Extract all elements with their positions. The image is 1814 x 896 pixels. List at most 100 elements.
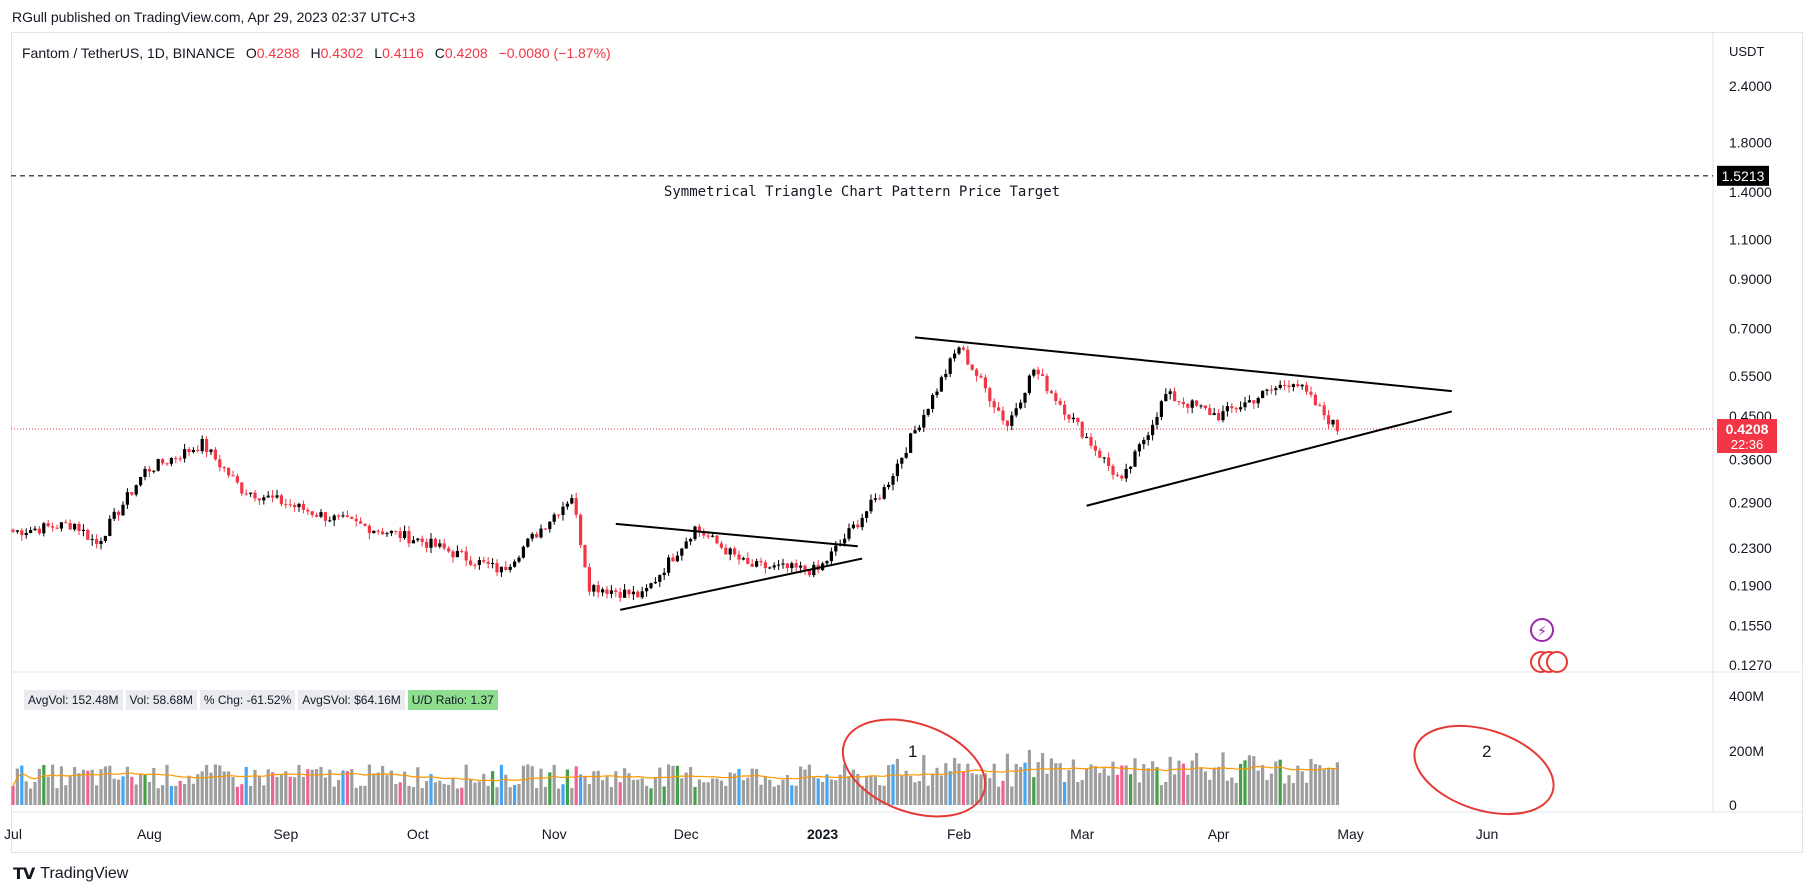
candle-body [869, 499, 873, 512]
candle-body [279, 495, 283, 505]
candle-body [1305, 384, 1309, 392]
candle-body [1212, 413, 1216, 415]
volume-bar [1058, 763, 1062, 805]
x-tick-label: Apr [1208, 826, 1230, 842]
candle-body [684, 541, 688, 549]
volume-bar [543, 786, 547, 805]
volume-bar [574, 766, 578, 805]
volume-bar [1190, 760, 1194, 805]
candle-body [139, 477, 143, 486]
volume-bar [218, 765, 222, 805]
candle-body [636, 591, 640, 598]
candle-body [152, 470, 156, 472]
candle-body [1115, 474, 1119, 476]
candle-body [812, 564, 816, 576]
candle-body [794, 563, 798, 568]
candle-body [64, 522, 68, 524]
volume-bar [1305, 782, 1309, 805]
x-tick-label: Aug [137, 826, 162, 842]
y-tick-label: 0.7000 [1729, 321, 1772, 337]
volume-bar [737, 768, 741, 805]
volume-bar [715, 778, 719, 805]
candle-body [961, 347, 965, 350]
candle-body [235, 476, 239, 483]
volume-bar [508, 787, 512, 805]
candle-body [1313, 394, 1317, 406]
candle-body [992, 401, 996, 408]
candle-body [20, 530, 24, 536]
candle-body [90, 539, 94, 541]
candle-body [323, 512, 327, 521]
volume-bar [684, 772, 688, 805]
candle-body [719, 543, 723, 548]
candle-body [1243, 402, 1247, 408]
volume-bar [389, 770, 393, 805]
volume-bar [297, 764, 301, 805]
volume-bar [403, 771, 407, 805]
candle-body [337, 515, 341, 517]
volume-bar [455, 788, 459, 805]
candle-body [530, 533, 534, 539]
candle-body [156, 459, 160, 471]
candle-body [482, 560, 486, 562]
y-tick-label: 0.5500 [1729, 368, 1772, 384]
volume-bar [169, 786, 173, 805]
candle-body [1151, 424, 1155, 436]
volume-indicator-legend[interactable]: AvgVol: 152.48M Vol: 58.68M% Chg: -61.52%… [24, 690, 498, 710]
volume-bar [240, 784, 244, 805]
volume-bar [271, 772, 275, 805]
candle-body [561, 506, 565, 515]
candle-body [873, 498, 877, 500]
candle-body [605, 589, 609, 594]
candle-body [847, 528, 851, 539]
volume-bar [306, 769, 310, 805]
volume-bar [68, 776, 72, 805]
volume-bar [253, 769, 257, 805]
volume-bar [671, 765, 675, 805]
volume-bar [275, 776, 279, 805]
triangle2-upper-line [914, 336, 1452, 393]
chart-frame[interactable] [11, 32, 1803, 853]
volume-bar [948, 771, 952, 805]
candle-body [1085, 437, 1089, 439]
candle-body [697, 526, 701, 532]
volume-bar [957, 763, 961, 805]
candle-body [601, 589, 605, 593]
volume-bar [315, 769, 319, 805]
candle-body [1027, 375, 1031, 393]
volume-bar [1230, 777, 1234, 805]
volume-bar [196, 774, 200, 805]
candle-body [297, 503, 301, 508]
tradingview-brand[interactable]: 𝗧𝗩 TradingView [13, 864, 128, 884]
y-tick-label: 0.9000 [1729, 271, 1772, 287]
volume-bar [433, 782, 437, 805]
candle-body [1019, 402, 1023, 409]
candle-body [301, 503, 305, 510]
volume-bar [95, 785, 99, 805]
volume-bar [658, 767, 662, 805]
annotation-circle-1 [841, 718, 987, 818]
candle-body [240, 482, 244, 494]
y-tick-label: 0.1550 [1729, 618, 1772, 634]
candle-body [117, 511, 121, 516]
lightning-glyph: ⚡ [1537, 624, 1547, 640]
candle-body [596, 585, 600, 593]
volume-bar [891, 764, 895, 805]
volume-bar [763, 776, 767, 805]
candle-body [332, 515, 336, 521]
symbol-name: Fantom / TetherUS, 1D, BINANCE [22, 45, 235, 61]
volume-bar [909, 775, 913, 805]
candle-body [715, 535, 719, 544]
volume-bar [917, 781, 921, 805]
candle-body [464, 551, 468, 561]
candle-body [121, 504, 125, 516]
volume-bar [499, 764, 503, 805]
candle-body [1080, 421, 1084, 438]
volume-bar [1080, 779, 1084, 805]
volume-bar [1129, 774, 1133, 805]
symbol-legend[interactable]: Fantom / TetherUS, 1D, BINANCE O0.4288 H… [22, 45, 611, 61]
volume-bar [772, 786, 776, 805]
candle-body [548, 521, 552, 530]
y-tick-label: 0.2900 [1729, 494, 1772, 510]
